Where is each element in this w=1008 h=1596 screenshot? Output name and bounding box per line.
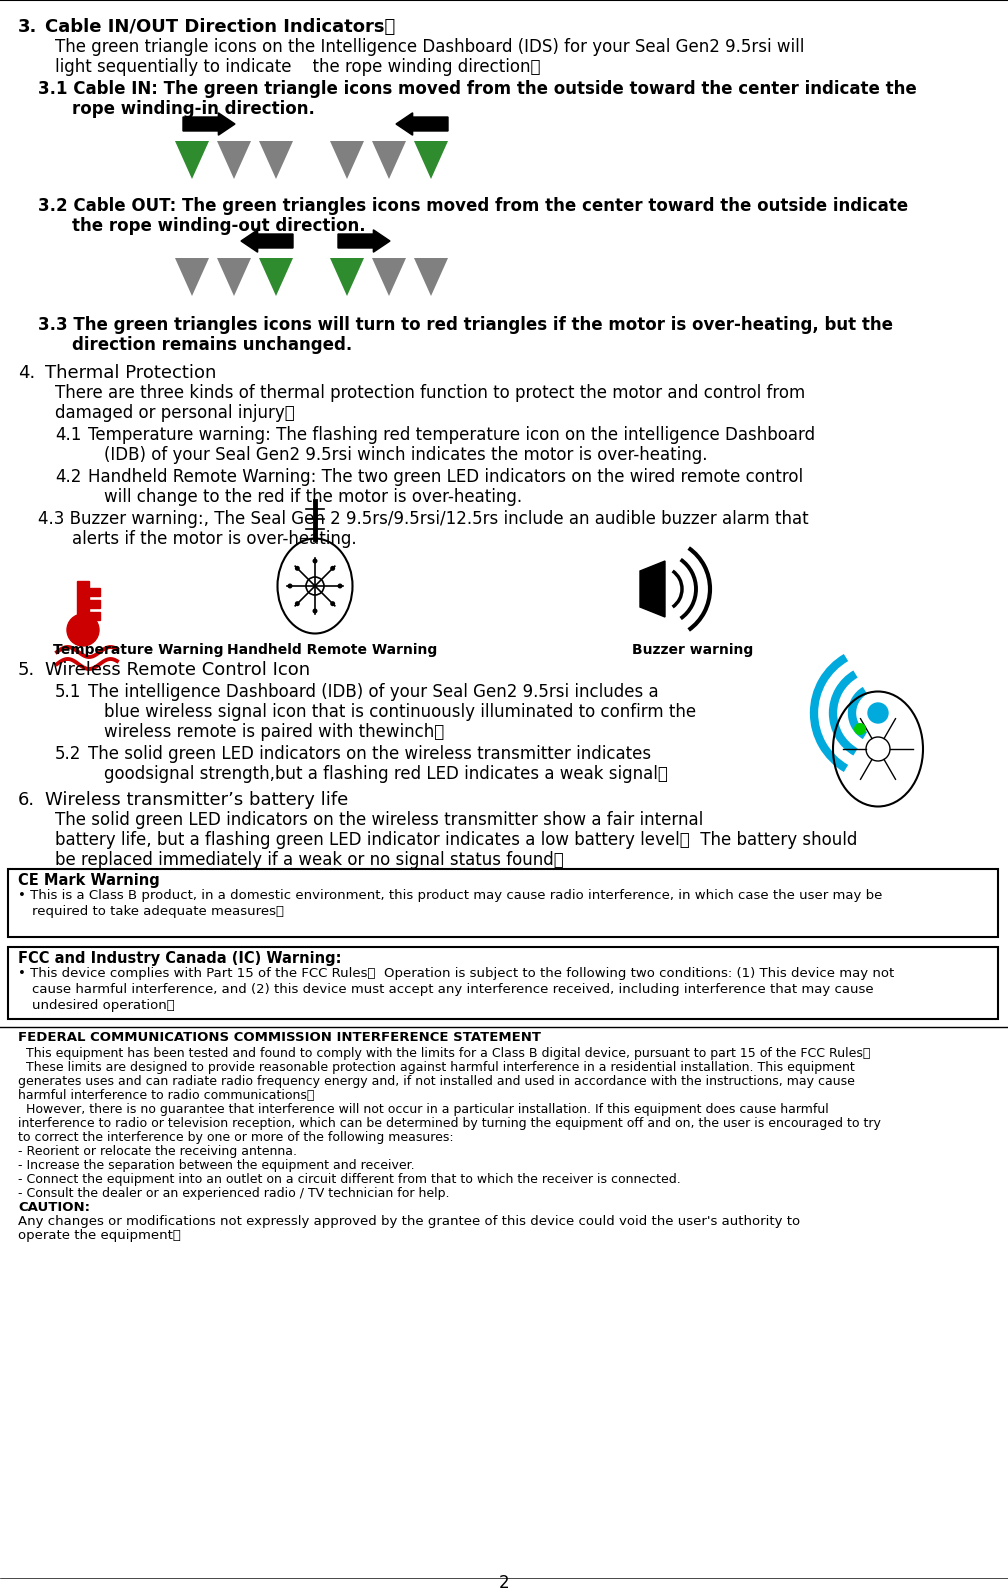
Text: 2: 2 — [499, 1574, 509, 1591]
Text: Temperature warning: The flashing red temperature icon on the intelligence Dashb: Temperature warning: The flashing red te… — [88, 426, 815, 444]
Text: required to take adequate measures。: required to take adequate measures。 — [32, 905, 284, 918]
Text: Wireless transmitter’s battery life: Wireless transmitter’s battery life — [45, 792, 348, 809]
Polygon shape — [175, 259, 209, 295]
Text: Wireless Remote Control Icon: Wireless Remote Control Icon — [45, 661, 310, 678]
Text: wireless remote is paired with thewinch。: wireless remote is paired with thewinch。 — [104, 723, 445, 741]
Polygon shape — [330, 259, 364, 295]
Text: to correct the interference by one or more of the following measures:: to correct the interference by one or mo… — [18, 1132, 454, 1144]
Text: • This is a Class B product, in a domestic environment, this product may cause r: • This is a Class B product, in a domest… — [18, 889, 882, 902]
Polygon shape — [414, 140, 448, 179]
Text: battery life, but a flashing green LED indicator indicates a low battery level。 : battery life, but a flashing green LED i… — [55, 832, 858, 849]
Text: Buzzer warning: Buzzer warning — [632, 643, 753, 658]
Text: 5.: 5. — [18, 661, 35, 678]
Text: damaged or personal injury：: damaged or personal injury： — [55, 404, 294, 421]
Polygon shape — [640, 562, 665, 618]
Text: 4.3 Buzzer warning:, The Seal Gen 2 9.5rs/9.5rsi/12.5rs include an audible buzze: 4.3 Buzzer warning:, The Seal Gen 2 9.5r… — [38, 511, 808, 528]
Text: blue wireless signal icon that is continuously illuminated to confirm the: blue wireless signal icon that is contin… — [104, 702, 697, 721]
Text: 3.1 Cable IN: The green triangle icons moved from the outside toward the center : 3.1 Cable IN: The green triangle icons m… — [38, 80, 916, 97]
Text: Handheld Remote Warning: Handheld Remote Warning — [227, 643, 437, 658]
Text: - Reorient or relocate the receiving antenna.: - Reorient or relocate the receiving ant… — [18, 1144, 297, 1159]
Text: FEDERAL COMMUNICATIONS COMMISSION INTERFERENCE STATEMENT: FEDERAL COMMUNICATIONS COMMISSION INTERF… — [18, 1031, 541, 1044]
Text: 5.2: 5.2 — [55, 745, 82, 763]
Circle shape — [312, 608, 318, 613]
Text: FCC and Industry Canada (IC) Warning:: FCC and Industry Canada (IC) Warning: — [18, 951, 342, 966]
Circle shape — [331, 602, 336, 606]
Circle shape — [294, 602, 299, 606]
Polygon shape — [217, 259, 251, 295]
FancyArrow shape — [396, 113, 448, 136]
Text: operate the equipment。: operate the equipment。 — [18, 1229, 180, 1242]
Text: generates uses and can radiate radio frequency energy and, if not installed and : generates uses and can radiate radio fre… — [18, 1076, 855, 1088]
Text: cause harmful interference, and (2) this device must accept any interference rec: cause harmful interference, and (2) this… — [32, 983, 874, 996]
Circle shape — [331, 567, 336, 571]
Text: (IDB) of your Seal Gen2 9.5rsi winch indicates the motor is over-heating.: (IDB) of your Seal Gen2 9.5rsi winch ind… — [104, 445, 708, 464]
Polygon shape — [372, 259, 406, 295]
Text: light sequentially to indicate    the rope winding direction。: light sequentially to indicate the rope … — [55, 57, 540, 77]
Text: Thermal Protection: Thermal Protection — [45, 364, 217, 381]
Circle shape — [338, 584, 343, 589]
Text: The solid green LED indicators on the wireless transmitter show a fair internal: The solid green LED indicators on the wi… — [55, 811, 704, 828]
Circle shape — [868, 702, 888, 723]
Polygon shape — [217, 140, 251, 179]
Text: will change to the red if the motor is over-heating.: will change to the red if the motor is o… — [104, 488, 522, 506]
Text: 6.: 6. — [18, 792, 35, 809]
Text: undesired operation。: undesired operation。 — [32, 999, 174, 1012]
Text: - Increase the separation between the equipment and receiver.: - Increase the separation between the eq… — [18, 1159, 414, 1171]
Text: Temperature Warning: Temperature Warning — [53, 643, 224, 658]
FancyBboxPatch shape — [8, 868, 998, 937]
Circle shape — [854, 723, 866, 736]
Text: The intelligence Dashboard (IDB) of your Seal Gen2 9.5rsi includes a: The intelligence Dashboard (IDB) of your… — [88, 683, 658, 701]
Text: rope winding-in direction.: rope winding-in direction. — [72, 101, 314, 118]
Bar — [88, 587, 100, 595]
Text: 3.3 The green triangles icons will turn to red triangles if the motor is over-he: 3.3 The green triangles icons will turn … — [38, 316, 893, 334]
Text: CAUTION:: CAUTION: — [18, 1202, 90, 1215]
Text: - Connect the equipment into an outlet on a circuit different from that to which: - Connect the equipment into an outlet o… — [18, 1173, 680, 1186]
Text: 5.1: 5.1 — [55, 683, 82, 701]
Circle shape — [312, 559, 318, 563]
Polygon shape — [259, 259, 293, 295]
Text: direction remains unchanged.: direction remains unchanged. — [72, 337, 352, 354]
Text: 4.: 4. — [18, 364, 35, 381]
Text: There are three kinds of thermal protection function to protect the motor and co: There are three kinds of thermal protect… — [55, 385, 805, 402]
FancyArrow shape — [183, 113, 235, 136]
Text: The green triangle icons on the Intelligence Dashboard (IDS) for your Seal Gen2 : The green triangle icons on the Intellig… — [55, 38, 804, 56]
Text: alerts if the motor is over-heating.: alerts if the motor is over-heating. — [72, 530, 357, 547]
Circle shape — [287, 584, 292, 589]
FancyArrow shape — [241, 230, 293, 252]
Circle shape — [294, 567, 299, 571]
Text: However, there is no guarantee that interference will not occur in a particular : However, there is no guarantee that inte… — [18, 1103, 829, 1116]
Bar — [88, 600, 100, 608]
FancyBboxPatch shape — [8, 946, 998, 1018]
Circle shape — [67, 614, 99, 646]
Polygon shape — [414, 259, 448, 295]
Text: harmful interference to radio communications。: harmful interference to radio communicat… — [18, 1088, 314, 1101]
Text: the rope winding-out direction.: the rope winding-out direction. — [72, 217, 366, 235]
Text: 3.2 Cable OUT: The green triangles icons moved from the center toward the outsid: 3.2 Cable OUT: The green triangles icons… — [38, 196, 908, 215]
Text: • This device complies with Part 15 of the FCC Rules。  Operation is subject to t: • This device complies with Part 15 of t… — [18, 967, 894, 980]
Polygon shape — [330, 140, 364, 179]
Text: goodsignal strength,but a flashing red LED indicates a weak signal。: goodsignal strength,but a flashing red L… — [104, 764, 668, 784]
Polygon shape — [259, 140, 293, 179]
Text: 3.: 3. — [18, 18, 37, 37]
Polygon shape — [372, 140, 406, 179]
Text: be replaced immediately if a weak or no signal status found。: be replaced immediately if a weak or no … — [55, 851, 563, 868]
Text: 4.1: 4.1 — [55, 426, 82, 444]
Bar — [88, 611, 100, 619]
Text: These limits are designed to provide reasonable protection against harmful inter: These limits are designed to provide rea… — [18, 1061, 855, 1074]
Text: CE Mark Warning: CE Mark Warning — [18, 873, 159, 887]
Polygon shape — [175, 140, 209, 179]
Bar — [77, 581, 89, 626]
FancyArrow shape — [338, 230, 390, 252]
Text: Handheld Remote Warning: The two green LED indicators on the wired remote contro: Handheld Remote Warning: The two green L… — [88, 468, 803, 487]
Text: Any changes or modifications not expressly approved by the grantee of this devic: Any changes or modifications not express… — [18, 1215, 800, 1227]
Text: This equipment has been tested and found to comply with the limits for a Class B: This equipment has been tested and found… — [18, 1047, 870, 1060]
Text: 4.2: 4.2 — [55, 468, 82, 487]
Text: - Consult the dealer or an experienced radio / TV technician for help.: - Consult the dealer or an experienced r… — [18, 1187, 450, 1200]
Text: Cable IN/OUT Direction Indicators：: Cable IN/OUT Direction Indicators： — [45, 18, 395, 37]
Text: interference to radio or television reception, which can be determined by turnin: interference to radio or television rece… — [18, 1117, 881, 1130]
Text: The solid green LED indicators on the wireless transmitter indicates: The solid green LED indicators on the wi… — [88, 745, 651, 763]
